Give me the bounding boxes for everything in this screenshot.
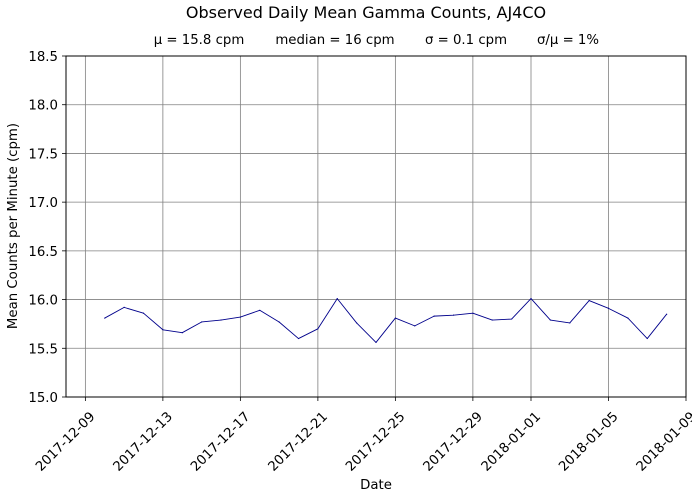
data-point (530, 297, 532, 300)
grid-lines (66, 55, 687, 398)
y-tick-label: 16.0 (28, 294, 58, 309)
data-point (336, 297, 338, 300)
chart-title: Observed Daily Mean Gamma Counts, AJ4CO (186, 3, 546, 22)
data-point (278, 321, 280, 323)
x-tick-label: 2017-12-29 (421, 409, 486, 474)
x-tick-label: 2018-01-09 (634, 409, 692, 474)
x-tick-label: 2017-12-25 (343, 409, 408, 474)
data-point (472, 312, 474, 314)
y-axis-label: Mean Counts per Minute (cpm) (6, 123, 21, 329)
y-tick-label: 17.5 (28, 147, 58, 162)
data-point (220, 319, 222, 321)
data-point (433, 315, 435, 317)
x-tick-label: 2017-12-17 (188, 409, 253, 474)
data-point (259, 309, 261, 311)
data-point (201, 321, 203, 323)
x-tick-label: 2018-01-01 (479, 409, 544, 474)
data-point (181, 332, 183, 334)
x-tick-label: 2017-12-21 (266, 409, 331, 474)
data-point (666, 313, 668, 315)
x-tick-label: 2018-01-05 (556, 409, 621, 474)
stat-mean: μ = 15.8 cpm (154, 33, 245, 48)
data-point (588, 299, 590, 302)
y-tick-label: 15.5 (28, 342, 58, 357)
x-tick-label: 2017-12-09 (33, 409, 98, 474)
data-point (375, 341, 377, 344)
stat-cv: σ/μ = 1% (537, 33, 599, 48)
data-point (491, 319, 493, 321)
y-tick-label: 18.5 (28, 50, 58, 65)
series-layer (104, 297, 668, 344)
data-point (452, 314, 455, 316)
y-tick-label: 15.0 (28, 391, 58, 406)
data-point (414, 325, 416, 327)
data-point (549, 319, 551, 321)
data-point (317, 328, 319, 330)
data-point (627, 317, 629, 319)
x-axis-label: Date (360, 478, 392, 493)
x-tick-label: 2017-12-13 (111, 409, 176, 474)
y-tick-label: 18.0 (28, 99, 58, 114)
data-point (239, 316, 241, 318)
tick-labels: 15.0 15.5 16.0 16.5 17.0 17.5 18.0 18.5 2017-12-… (28, 50, 692, 475)
data-point (162, 329, 164, 331)
data-point (297, 337, 300, 340)
series-line (104, 298, 667, 343)
data-point (394, 317, 396, 319)
data-point (142, 312, 145, 314)
y-tick-label: 16.5 (28, 245, 58, 260)
data-point (646, 337, 648, 340)
stat-sigma: σ = 0.1 cpm (425, 33, 507, 48)
data-point (569, 322, 571, 324)
data-point (607, 307, 610, 309)
data-point (104, 317, 106, 319)
plot-frame (65, 55, 687, 398)
data-point (511, 318, 513, 320)
axis-ticks (62, 55, 687, 401)
stat-median: median = 16 cpm (275, 33, 394, 48)
data-point (123, 306, 125, 308)
data-point (356, 322, 358, 324)
y-tick-label: 17.0 (28, 196, 58, 211)
